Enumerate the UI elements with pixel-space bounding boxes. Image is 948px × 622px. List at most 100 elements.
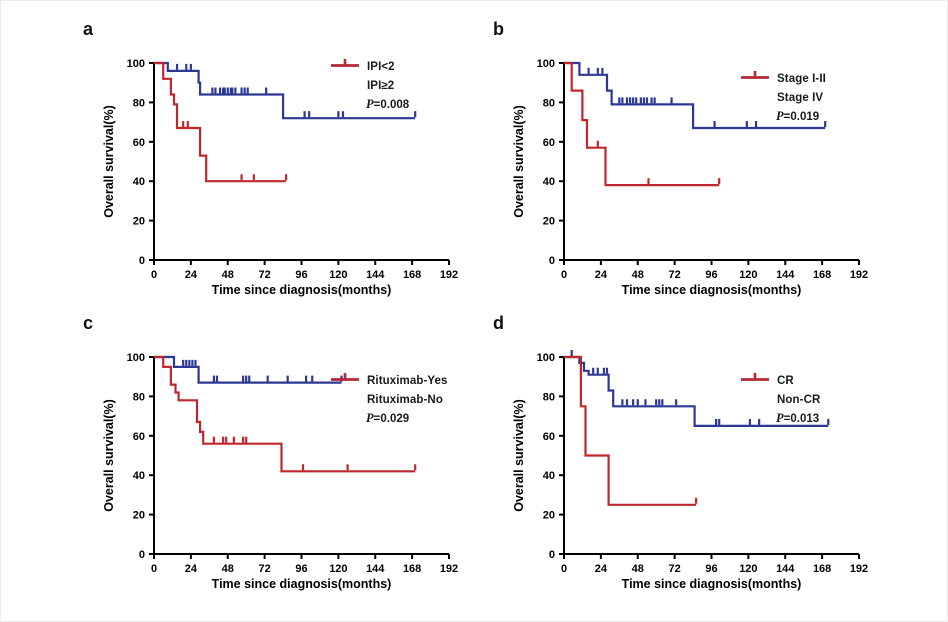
svg-text:192: 192 [440, 269, 458, 281]
p-prefix: P [776, 411, 784, 425]
svg-text:24: 24 [185, 563, 198, 575]
svg-text:80: 80 [543, 97, 555, 109]
svg-text:144: 144 [776, 269, 795, 281]
panel-c: c 0 24 48 72 96 120 144 168 192 0 20 40 60 80 100 Time … [59, 309, 489, 604]
svg-text:20: 20 [543, 510, 555, 522]
svg-text:40: 40 [133, 470, 145, 482]
svg-text:100: 100 [537, 352, 555, 364]
svg-text:Overall survival(%): Overall survival(%) [102, 105, 116, 218]
svg-text:Overall survival(%): Overall survival(%) [512, 105, 526, 218]
legend-a: IPI<2 IPI≥2 P =0.008 [329, 57, 409, 114]
panel-a: a 0 24 48 72 96 120 144 168 192 0 20 40 60 80 100 Time … [59, 15, 489, 310]
p-value: P =0.013 [776, 409, 820, 428]
svg-text:0: 0 [139, 549, 145, 561]
svg-text:144: 144 [366, 269, 385, 281]
svg-text:96: 96 [295, 269, 307, 281]
svg-text:72: 72 [669, 269, 681, 281]
svg-text:96: 96 [705, 269, 717, 281]
svg-text:48: 48 [222, 563, 234, 575]
svg-text:0: 0 [549, 549, 555, 561]
svg-text:0: 0 [561, 563, 567, 575]
svg-text:Overall survival(%): Overall survival(%) [512, 399, 526, 512]
svg-text:24: 24 [185, 269, 198, 281]
legend-label: Stage I-II [777, 72, 826, 85]
legend-item-non-cr: Non-CR [739, 373, 821, 409]
km-chart-b: 0 24 48 72 96 120 144 168 192 0 20 40 60 80 100 Time si… [512, 58, 868, 297]
legend-item-rituximab-no: Rituximab-No [329, 373, 448, 409]
legend-label: Stage IV [777, 91, 824, 104]
p-text: =0.029 [373, 412, 410, 425]
svg-text:60: 60 [543, 431, 555, 443]
survival-line-censor-icon [739, 373, 771, 406]
svg-text:20: 20 [133, 510, 145, 522]
svg-text:Time since diagnosis(months): Time since diagnosis(months) [622, 577, 802, 591]
legend-label: Non-CR [777, 393, 821, 406]
svg-text:0: 0 [151, 563, 157, 575]
svg-text:40: 40 [543, 176, 555, 188]
svg-text:20: 20 [133, 216, 145, 228]
legend-label: CR [777, 374, 794, 387]
svg-text:60: 60 [133, 137, 145, 149]
svg-text:24: 24 [595, 269, 608, 281]
p-prefix: P [366, 97, 374, 111]
panel-letter-d: d [493, 313, 504, 333]
svg-text:72: 72 [259, 269, 271, 281]
svg-text:168: 168 [403, 269, 421, 281]
svg-text:100: 100 [127, 58, 145, 70]
svg-text:96: 96 [705, 563, 717, 575]
p-text: =0.019 [783, 110, 820, 123]
svg-text:Time since diagnosis(months): Time since diagnosis(months) [212, 577, 392, 591]
svg-text:120: 120 [329, 269, 347, 281]
legend-label: Rituximab-Yes [367, 374, 448, 387]
svg-text:192: 192 [850, 563, 868, 575]
svg-text:48: 48 [632, 563, 644, 575]
svg-text:20: 20 [543, 216, 555, 228]
svg-text:0: 0 [549, 255, 555, 267]
legend-label: IPI≥2 [367, 79, 395, 92]
svg-text:100: 100 [537, 58, 555, 70]
legend-b: Stage I-II Stage IV P =0.019 [739, 69, 826, 126]
km-chart-a: 0 24 48 72 96 120 144 168 192 0 20 40 60 80 100 Time si… [102, 58, 458, 297]
svg-text:80: 80 [133, 97, 145, 109]
svg-text:48: 48 [222, 269, 234, 281]
legend-d: CR Non-CR P =0.013 [739, 371, 820, 428]
legend-label: Rituximab-No [367, 393, 443, 406]
survival-line-censor-icon [739, 71, 771, 104]
panel-b: b 0 24 48 72 96 120 144 168 192 0 20 40 60 80 100 Time … [469, 15, 899, 310]
panel-letter-c: c [83, 313, 94, 333]
legend-item-ipi-ge2: IPI≥2 [329, 59, 409, 95]
survival-line-censor-icon [329, 59, 361, 92]
svg-text:0: 0 [139, 255, 145, 267]
km-chart-d: 0 24 48 72 96 120 144 168 192 0 20 40 60 80 100 Time si… [512, 350, 868, 591]
legend-c: Rituximab-Yes Rituximab-No P =0.029 [329, 371, 448, 428]
legend-label: IPI<2 [367, 60, 395, 73]
svg-text:144: 144 [366, 563, 385, 575]
p-prefix: P [366, 411, 374, 425]
svg-text:144: 144 [776, 563, 795, 575]
svg-text:168: 168 [403, 563, 421, 575]
svg-text:120: 120 [739, 563, 757, 575]
svg-text:60: 60 [133, 431, 145, 443]
svg-text:120: 120 [739, 269, 757, 281]
svg-text:168: 168 [813, 563, 831, 575]
svg-text:Time since diagnosis(months): Time since diagnosis(months) [622, 283, 802, 297]
svg-text:40: 40 [543, 470, 555, 482]
svg-text:Time since diagnosis(months): Time since diagnosis(months) [212, 283, 392, 297]
svg-text:192: 192 [440, 563, 458, 575]
p-prefix: P [776, 109, 784, 123]
survival-line-censor-icon [329, 373, 361, 406]
svg-text:72: 72 [669, 563, 681, 575]
svg-text:72: 72 [259, 563, 271, 575]
p-value: P =0.029 [366, 409, 448, 428]
svg-text:0: 0 [151, 269, 157, 281]
svg-text:0: 0 [561, 269, 567, 281]
panel-d: d 0 24 48 72 96 120 144 168 192 0 20 40 60 80 100 Time … [469, 309, 899, 604]
svg-text:168: 168 [813, 269, 831, 281]
svg-text:80: 80 [133, 391, 145, 403]
panel-letter-b: b [493, 19, 504, 39]
km-chart-c: 0 24 48 72 96 120 144 168 192 0 20 40 60 80 100 Time si… [102, 352, 458, 591]
svg-text:100: 100 [127, 352, 145, 364]
svg-text:192: 192 [850, 269, 868, 281]
p-text: =0.013 [783, 412, 820, 425]
